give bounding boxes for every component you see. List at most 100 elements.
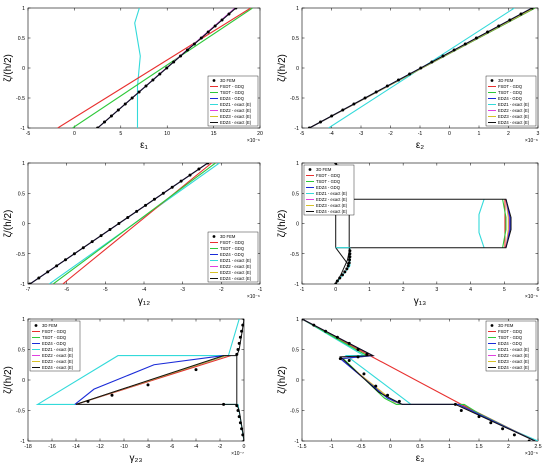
- legend-marker-fem: [490, 79, 494, 82]
- legend-label: EDZ1 - exact (E): [498, 347, 530, 352]
- x-tick-label: 1.5: [475, 444, 482, 450]
- x-tick-label: 5: [503, 287, 506, 293]
- fem-point: [519, 12, 523, 16]
- x-tick-label: -6: [170, 444, 175, 450]
- series-line-tsdt: [502, 199, 507, 248]
- legend-label: EDZ4 - exact (E): [42, 365, 74, 370]
- y-tick-label: 0.5: [292, 191, 299, 197]
- legend-label: EDZ4 - GDQ: [220, 252, 245, 257]
- series-group: [28, 163, 220, 284]
- y-tick-label: -0.5: [290, 96, 299, 102]
- y-axis-label: ζ/(h/2): [277, 54, 288, 82]
- x-tick-label: 20: [257, 131, 263, 137]
- fem-point: [151, 78, 155, 82]
- fem-point: [185, 48, 189, 52]
- fem-point: [362, 372, 366, 376]
- fem-point: [206, 30, 210, 34]
- legend-label: EDZ4 - exact (E): [316, 209, 348, 214]
- legend-label: EDZ1 - exact (E): [42, 347, 74, 352]
- x-tick-label: 4: [469, 287, 472, 293]
- legend-box: [207, 75, 259, 127]
- legend-marker-fem: [34, 324, 38, 327]
- fem-point: [135, 209, 139, 213]
- fem-point: [477, 415, 481, 419]
- y-tick-label: 0: [22, 66, 25, 72]
- x-tick-label: -16: [48, 444, 56, 450]
- fem-point: [363, 96, 367, 100]
- fem-point: [242, 319, 244, 321]
- fem-point: [90, 240, 94, 244]
- series-group: [57, 8, 253, 128]
- legend-label: FSDT - GDQ: [498, 329, 523, 334]
- fem-point: [227, 12, 231, 16]
- fem-point: [99, 234, 103, 238]
- legend-label: 3D FEM: [498, 78, 514, 83]
- x-tick-label: -4: [194, 444, 199, 450]
- x-tick-label: 0: [334, 287, 337, 293]
- series-line-tsdt: [52, 163, 216, 284]
- series-group: [35, 319, 244, 441]
- fem-point: [346, 264, 350, 268]
- y-tick-label: -1: [294, 282, 299, 288]
- fem-point: [144, 84, 148, 88]
- legend-label: EDZ1 - exact (E): [498, 102, 530, 107]
- series-line-edz4_exact: [335, 179, 512, 268]
- fem-point: [126, 215, 130, 219]
- x-axis-label: γ₂₃: [130, 453, 143, 464]
- fem-point: [86, 399, 90, 403]
- fem-point: [241, 433, 244, 437]
- fem-point: [343, 270, 347, 274]
- x-tick-label: 2: [507, 131, 510, 137]
- fem-point: [237, 415, 241, 419]
- x-tick-label: 1: [478, 131, 481, 137]
- legend-label: EDZ3 - exact (E): [220, 114, 252, 119]
- fem-point: [419, 66, 423, 70]
- series-group: [302, 319, 538, 441]
- chart-panel-p1: -5 0 5 10 15 20 -1 -0.5 0 0.5 1 ×10⁻⁶ ε₁ ζ/(h/2) 3D FE…: [3, 6, 263, 151]
- fem-point: [240, 427, 244, 431]
- fem-point: [312, 323, 316, 327]
- fem-point: [356, 355, 360, 359]
- legend-label: EDZ2 - exact (E): [220, 108, 252, 113]
- y-tick-label: 0.5: [292, 36, 299, 42]
- legend-label: 3D FEM: [316, 167, 332, 172]
- legend-label: EDZ4 - GDQ: [498, 96, 523, 101]
- fem-point: [165, 66, 169, 70]
- x-axis-exponent: ×10⁻⁶: [525, 451, 538, 457]
- y-tick-label: 1: [296, 6, 299, 12]
- legend-label: EDZ2 - exact (E): [42, 353, 74, 358]
- fem-point: [130, 96, 134, 100]
- fem-point: [235, 404, 239, 408]
- legend-label: EDZ1 - exact (E): [220, 102, 252, 107]
- y-tick-label: 1: [296, 317, 299, 323]
- fem-point: [170, 185, 174, 189]
- y-tick-label: -1: [20, 439, 25, 445]
- fem-point: [335, 335, 339, 339]
- fem-point: [385, 84, 389, 88]
- y-tick-label: 0: [296, 66, 299, 72]
- legend-marker-fem: [212, 235, 216, 238]
- legend-label: TSDT - GDQ: [316, 179, 341, 184]
- legend-label: 3D FEM: [498, 323, 514, 328]
- fem-point: [489, 421, 493, 425]
- fem-point: [319, 120, 323, 124]
- fem-point: [197, 167, 201, 171]
- x-tick-label: 3: [435, 287, 438, 293]
- legend-label: 3D FEM: [220, 78, 236, 83]
- x-tick-label: -0.5: [357, 444, 366, 450]
- x-tick-label: 0: [389, 444, 392, 450]
- fem-point: [365, 352, 369, 356]
- fem-point: [486, 30, 490, 34]
- x-tick-label: -1: [329, 444, 334, 450]
- y-tick-label: -0.5: [16, 252, 25, 258]
- legend-label: EDZ4 - GDQ: [42, 341, 67, 346]
- series-line-edz4_gdq: [74, 355, 224, 405]
- legend-marker-fem: [308, 168, 312, 171]
- y-axis-label: ζ/(h/2): [3, 366, 14, 394]
- x-tick-label: -10: [120, 444, 128, 450]
- fem-point: [334, 282, 338, 284]
- fem-point: [152, 197, 156, 201]
- chart-panel-p5: -18 -16 -14 -12 -10 -8 -6 -4 -2 0 -1 -0.5 0 0.5 1 ×10⁻⁷…: [3, 317, 246, 464]
- y-tick-label: 0.5: [18, 36, 25, 42]
